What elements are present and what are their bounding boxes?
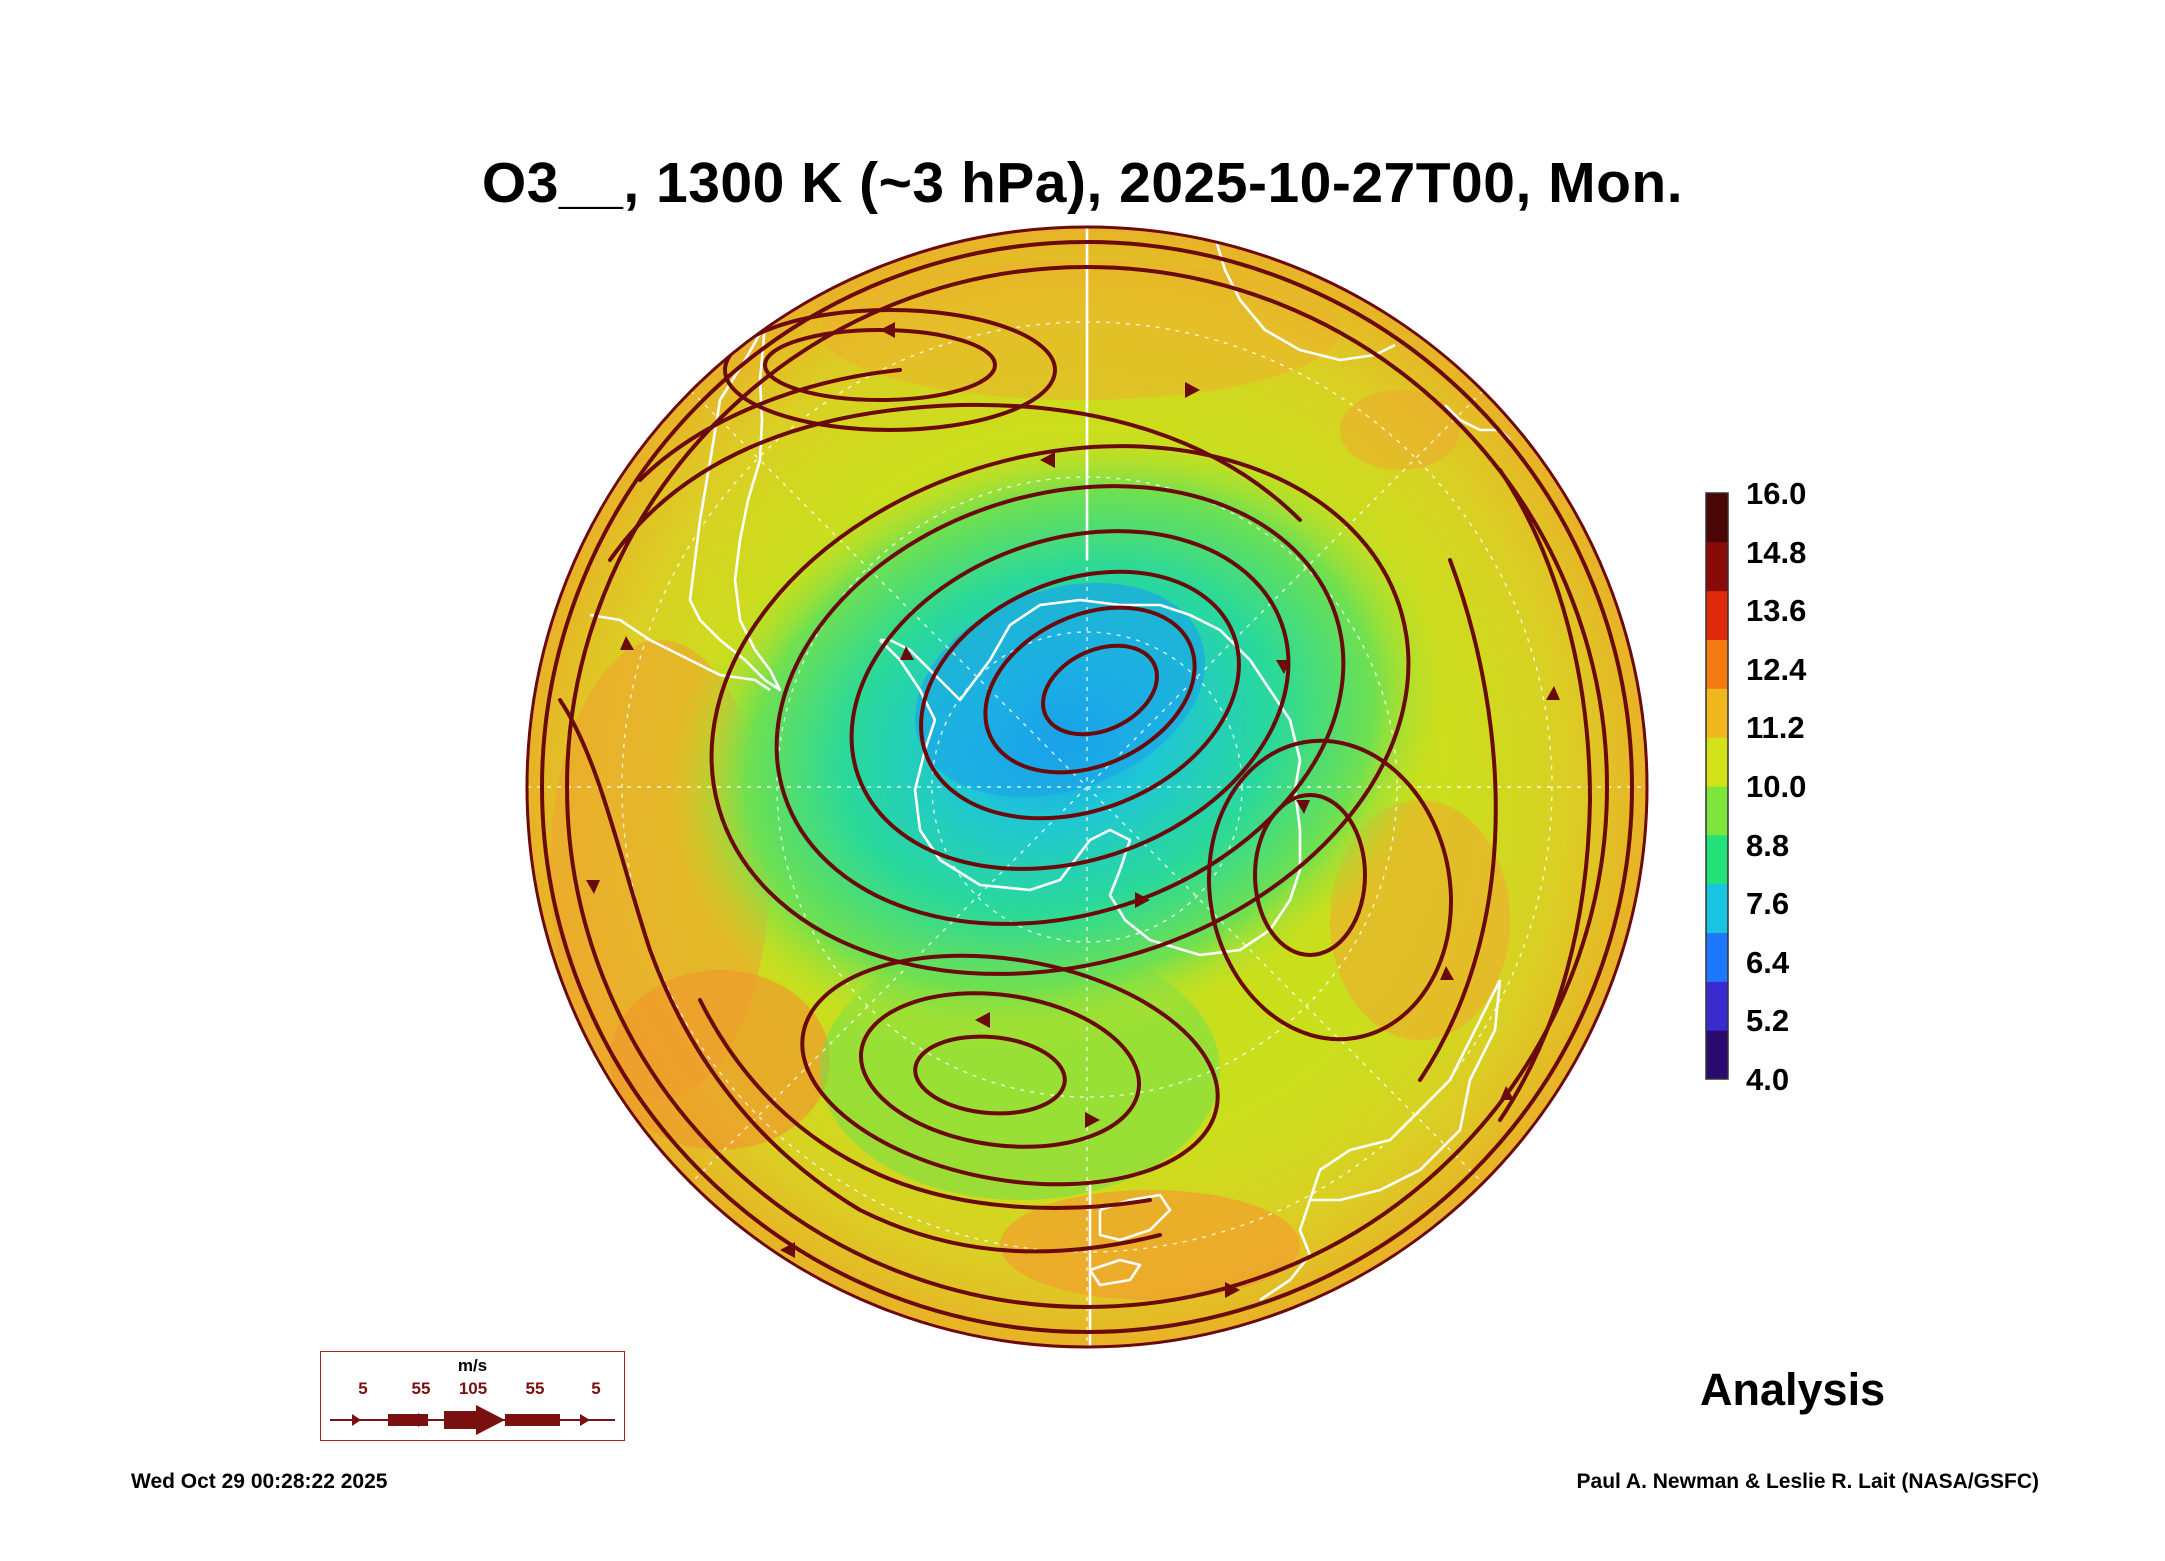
wind-legend-arrow (330, 1405, 615, 1435)
colorbar-tick-label: 14.8 (1746, 534, 1807, 570)
wind-legend-value: 55 (411, 1379, 431, 1398)
wind-legend-value: 5 (358, 1379, 368, 1398)
colorbar-segment (1706, 688, 1728, 738)
colorbar-tick-label: 13.6 (1746, 593, 1807, 629)
colorbar-segment (1706, 639, 1728, 689)
colorbar-tick-label: 8.8 (1746, 827, 1790, 863)
colorbar-tick-label: 5.2 (1746, 1003, 1790, 1039)
colorbar-tick-label: 7.6 (1746, 886, 1790, 922)
wind-legend-value: 5 (591, 1379, 601, 1398)
colorbar-tick-label: 12.4 (1746, 651, 1807, 687)
wind-legend-value: 55 (525, 1379, 545, 1398)
analysis-label: Analysis (1700, 1364, 1886, 1415)
credit: Paul A. Newman & Leslie R. Lait (NASA/GS… (1576, 1470, 2039, 1493)
map-title: O3__, 1300 K (~3 hPa), 2025-10-27T00, Mo… (481, 151, 1684, 215)
colorbar-tick-label: 16.0 (1746, 476, 1807, 511)
colorbar (1705, 492, 1729, 1080)
colorbar-segment (1706, 590, 1728, 640)
colorbar-segment (1706, 493, 1728, 543)
colorbar-segment (1706, 541, 1728, 592)
colorbar-tick-label: 6.4 (1746, 944, 1790, 980)
globe-outline (525, 225, 1649, 1349)
colorbar-segment (1706, 737, 1728, 787)
colorbar-tick-label: 11.2 (1746, 710, 1805, 746)
colorbar-segment (1706, 883, 1728, 933)
colorbar-tick-label: 10.0 (1746, 769, 1807, 804)
wind-legend-unit: m/s (457, 1356, 488, 1375)
colorbar-segment (1706, 981, 1728, 1031)
wind-arrowheads (586, 322, 1560, 1298)
colorbar-segment (1706, 834, 1728, 885)
timestamp: Wed Oct 29 00:28:22 2025 (131, 1470, 388, 1493)
colorbar-segment (1706, 786, 1728, 836)
wind-speed-legend: m/s 5 55 105 55 5 (320, 1351, 625, 1441)
colorbar-segment (1706, 1030, 1728, 1080)
colorbar-segment (1706, 932, 1728, 982)
wind-streamlines (540, 240, 1634, 1334)
colorbar-tick-label: 4.0 (1746, 1062, 1790, 1097)
wind-legend-value: 105 (458, 1379, 488, 1398)
